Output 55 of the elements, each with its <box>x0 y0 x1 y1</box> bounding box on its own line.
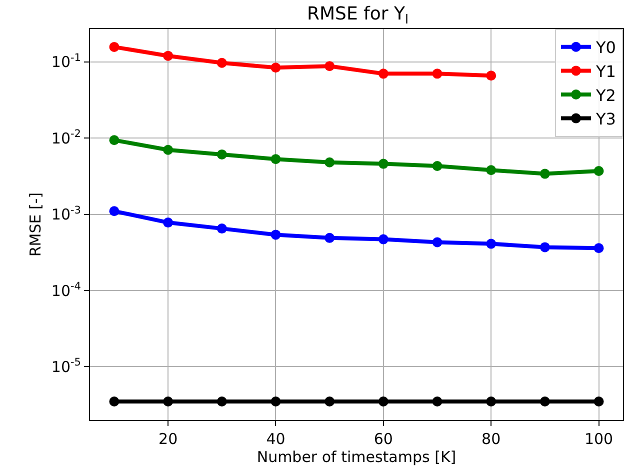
y-tick-label: 10$^{-5}$ <box>51 356 81 376</box>
legend-label: Y0 <box>595 38 616 58</box>
chart-title: RMSE for Y$_{l}$ <box>307 4 409 27</box>
point <box>486 165 496 176</box>
point <box>270 62 281 73</box>
point <box>109 135 120 146</box>
point <box>109 42 120 52</box>
x-tick-label: 80 <box>482 430 501 448</box>
point <box>163 50 174 61</box>
point <box>540 396 550 406</box>
point <box>216 224 227 234</box>
x-axis-title: Number of timestamps [K] <box>256 448 456 466</box>
point <box>163 218 174 228</box>
point <box>324 157 335 168</box>
y-tick-label: 10$^{-1}$ <box>51 52 81 72</box>
point <box>432 237 442 248</box>
legend-label: Y1 <box>595 62 616 81</box>
point <box>378 158 388 169</box>
point <box>594 243 604 254</box>
x-tick-label: 40 <box>266 430 286 448</box>
point <box>378 234 388 244</box>
point <box>432 161 442 172</box>
point <box>594 396 604 406</box>
point <box>378 396 388 406</box>
point <box>270 154 281 164</box>
point <box>109 396 120 406</box>
point <box>594 166 604 176</box>
point <box>216 58 227 68</box>
point <box>540 168 550 179</box>
point <box>109 206 120 216</box>
y-axis-title: RMSE [-] <box>26 192 45 257</box>
point <box>486 396 496 406</box>
y-tick-label: 10$^{-4}$ <box>51 280 82 300</box>
point <box>378 68 388 79</box>
point <box>270 230 281 240</box>
legend-label: Y3 <box>595 110 616 129</box>
point <box>432 68 442 79</box>
x-tick-label: 100 <box>584 430 614 448</box>
point <box>216 396 227 406</box>
y-tick-label: 10$^{-2}$ <box>51 128 81 148</box>
point <box>163 144 174 155</box>
x-tick-label: 20 <box>158 430 178 448</box>
legend-label: Y2 <box>595 86 616 105</box>
point <box>324 61 335 72</box>
x-tick-label: 60 <box>374 430 393 448</box>
point <box>270 396 281 406</box>
point <box>324 232 335 243</box>
point <box>486 238 496 249</box>
point <box>540 242 550 252</box>
point <box>163 396 174 406</box>
point <box>432 396 442 406</box>
point <box>216 149 227 160</box>
point <box>486 70 496 81</box>
point <box>324 396 335 406</box>
y-tick-label: 10$^{-3}$ <box>51 204 81 224</box>
